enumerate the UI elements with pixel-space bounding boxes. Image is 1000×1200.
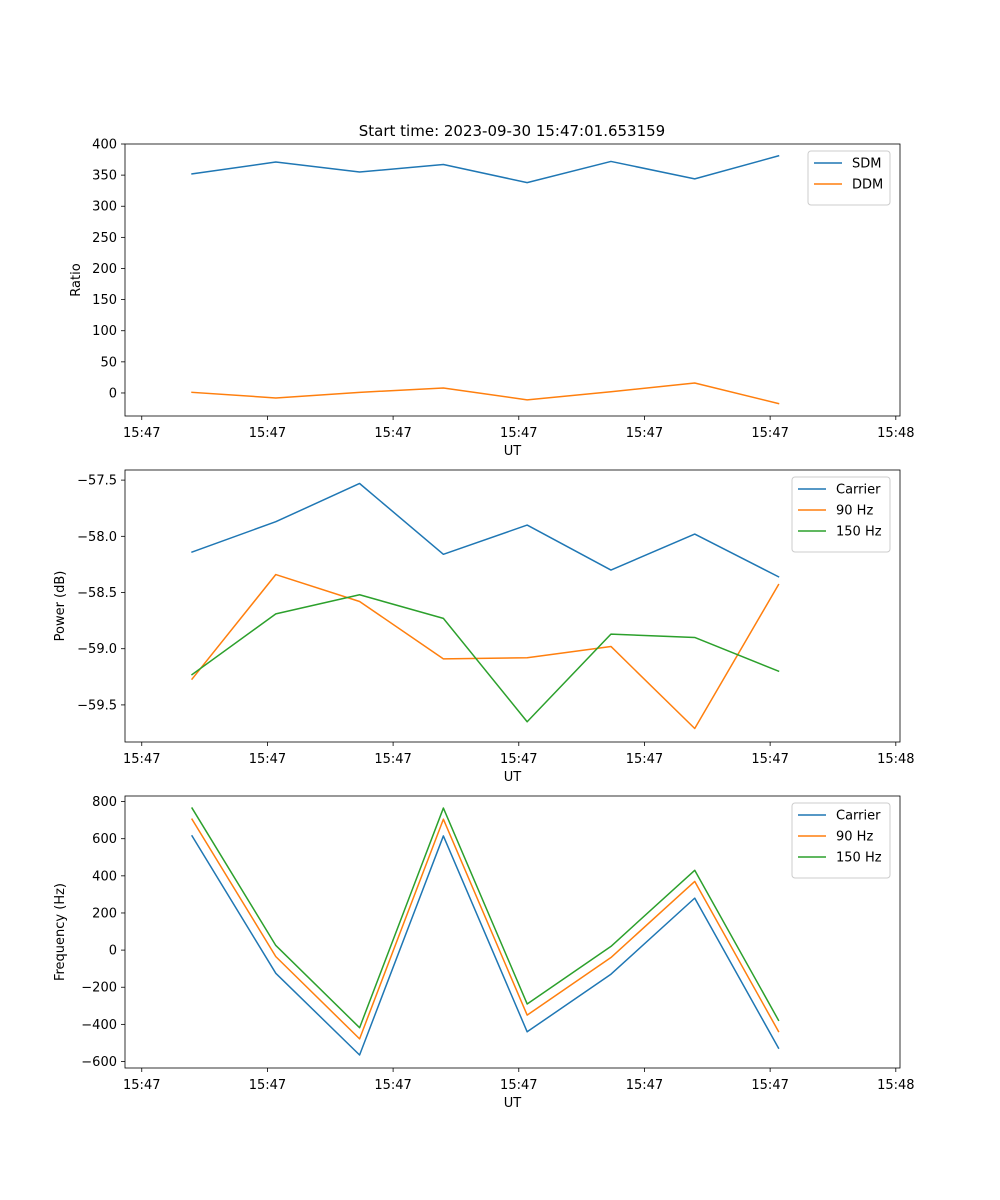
chart-1-y-tick-label: 150 bbox=[92, 293, 117, 308]
charts-container: 15:47 15:47 15:47 15:47 15:47 15:47 15:48 0 50 10… bbox=[53, 138, 915, 1112]
chart-1-y-tick-label: 100 bbox=[92, 324, 117, 339]
chart-1-x-tick-label: 15:48 bbox=[877, 426, 914, 441]
chart-2-legend: Carrier 90 Hz 150 Hz bbox=[791, 476, 891, 553]
chart-2-x-tick-label: 15:47 bbox=[374, 752, 411, 767]
chart-2-series-150-hz-line bbox=[190, 594, 780, 723]
chart-3-axes-frame bbox=[124, 795, 901, 1069]
chart-3-x-tick-label: 15:47 bbox=[500, 1078, 537, 1093]
chart-2-legend-label: 90 Hz bbox=[836, 504, 873, 519]
chart-3-x-tick-label: 15:47 bbox=[751, 1078, 788, 1093]
chart-2-x-tick-label: 15:47 bbox=[123, 752, 160, 767]
chart-2-series-carrier-line bbox=[191, 482, 780, 578]
chart-2-legend-label: 150 Hz bbox=[836, 525, 882, 540]
chart-2-x-tick-label: 15:47 bbox=[626, 752, 663, 767]
chart-1-y-tick-label: 250 bbox=[92, 231, 117, 246]
chart-1-x-tick-label: 15:47 bbox=[249, 426, 286, 441]
chart-2-axes-frame bbox=[124, 469, 901, 743]
chart-1-legend-label: DDM bbox=[852, 178, 883, 193]
chart-1-y-tick-label: 0 bbox=[109, 386, 117, 401]
chart-3-y-tick-label: 800 bbox=[92, 795, 117, 810]
chart-3-x-tick-label: 15:47 bbox=[626, 1078, 663, 1093]
chart-1-x-tick-label: 15:47 bbox=[751, 426, 788, 441]
chart-1-x-tick-label: 15:47 bbox=[626, 426, 663, 441]
chart-1-y-tick-label: 350 bbox=[92, 169, 117, 184]
chart-1-legend-label: SDM bbox=[852, 157, 881, 172]
chart-2-y-tick-label: −59.0 bbox=[77, 642, 117, 657]
chart-3-legend-label: 150 Hz bbox=[836, 851, 882, 866]
chart-1-legend-box bbox=[807, 150, 891, 206]
chart-3-x-axis-label: UT bbox=[504, 1096, 522, 1111]
chart-2-x-tick-label: 15:47 bbox=[500, 752, 537, 767]
chart-3-series-150-hz-line bbox=[190, 807, 780, 1029]
chart-2-x-tick-label: 15:48 bbox=[877, 752, 914, 767]
chart-3-y-tick-label: −600 bbox=[81, 1055, 117, 1070]
chart-3-x-tick-label: 15:48 bbox=[877, 1078, 914, 1093]
figure-title: Start time: 2023-09-30 15:47:01.653159 bbox=[359, 122, 665, 140]
chart-1-x-tick-label: 15:47 bbox=[123, 426, 160, 441]
chart-3-series-90-hz-line bbox=[190, 818, 780, 1040]
chart-2-x-axis-label: UT bbox=[504, 770, 522, 785]
chart-3-legend-label: 90 Hz bbox=[836, 830, 873, 845]
chart-1-series-ddm-line bbox=[191, 382, 780, 405]
chart-2-y-tick-label: −57.5 bbox=[77, 474, 117, 489]
chart-1-y-axis-label: Ratio bbox=[69, 263, 84, 296]
chart-2-x-tick-label: 15:47 bbox=[751, 752, 788, 767]
chart-1-x-tick-label: 15:47 bbox=[374, 426, 411, 441]
chart-3-y-tick-label: 400 bbox=[92, 869, 117, 884]
chart-2-y-tick-label: −59.5 bbox=[77, 698, 117, 713]
chart-3-legend: Carrier 90 Hz 150 Hz bbox=[791, 802, 891, 879]
chart-panel-3: 15:47 15:47 15:47 15:47 15:47 15:47 15:48 −600 −… bbox=[53, 795, 915, 1111]
chart-3-y-axis-label: Frequency (Hz) bbox=[53, 883, 68, 981]
chart-3-x-tick-label: 15:47 bbox=[123, 1078, 160, 1093]
chart-1-legend: SDM DDM bbox=[807, 150, 891, 206]
chart-3-y-tick-label: 200 bbox=[92, 906, 117, 921]
chart-panel-1: 15:47 15:47 15:47 15:47 15:47 15:47 15:48 0 50 10… bbox=[69, 138, 915, 460]
chart-1-axes-frame bbox=[124, 143, 901, 417]
chart-3-legend-box bbox=[791, 802, 891, 879]
chart-3-y-tick-label: −400 bbox=[81, 1018, 117, 1033]
chart-2-series-90-hz-line bbox=[190, 573, 780, 730]
chart-2-y-axis-label: Power (dB) bbox=[53, 571, 68, 642]
chart-1-y-tick-label: 300 bbox=[92, 200, 117, 215]
chart-2-y-tick-label: −58.0 bbox=[77, 530, 117, 545]
chart-1-series-sdm-line bbox=[191, 154, 780, 184]
chart-1-y-tick-label: 200 bbox=[92, 262, 117, 277]
chart-3-y-tick-label: 600 bbox=[92, 832, 117, 847]
chart-1-y-tick-label: 400 bbox=[92, 138, 117, 153]
chart-1-x-tick-label: 15:47 bbox=[500, 426, 537, 441]
chart-3-series-carrier-line bbox=[190, 834, 780, 1056]
chart-3-y-tick-label: 0 bbox=[109, 944, 117, 959]
chart-1-y-tick-label: 50 bbox=[100, 355, 117, 370]
chart-3-x-tick-label: 15:47 bbox=[374, 1078, 411, 1093]
chart-3-legend-label: Carrier bbox=[836, 809, 881, 824]
chart-2-legend-box bbox=[791, 476, 891, 553]
chart-2-y-tick-label: −58.5 bbox=[77, 586, 117, 601]
chart-2-legend-label: Carrier bbox=[836, 483, 881, 498]
chart-1-x-axis-label: UT bbox=[504, 444, 522, 459]
chart-3-x-tick-label: 15:47 bbox=[249, 1078, 286, 1093]
chart-2-x-tick-label: 15:47 bbox=[249, 752, 286, 767]
chart-3-y-tick-label: −200 bbox=[81, 981, 117, 996]
chart-panel-2: 15:47 15:47 15:47 15:47 15:47 15:47 15:48 −59.5… bbox=[53, 469, 915, 785]
